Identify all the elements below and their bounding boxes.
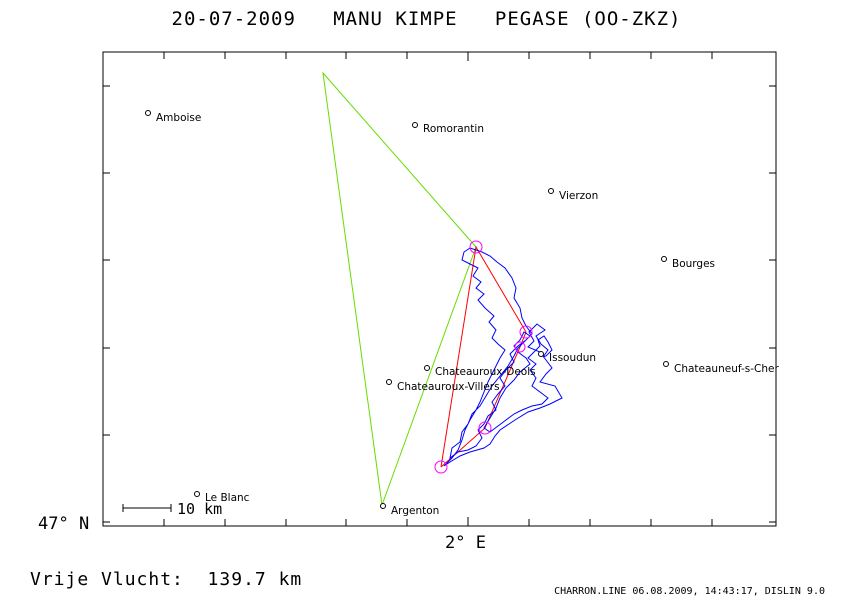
place-marker-vierzon <box>548 188 554 194</box>
turnpoints <box>434 240 533 474</box>
place-marker-chateauneuf <box>663 361 669 367</box>
scale-bar-label: 10 km <box>177 500 222 518</box>
place-marker-chateauroux-villers <box>386 379 392 385</box>
place-label-chateauroux-villers: Chateauroux-Villers <box>397 381 500 393</box>
place-marker-amboise <box>145 110 151 116</box>
place-label-argenton: Argenton <box>391 505 439 517</box>
place-label-chateauneuf: Chateauneuf-s-Cher <box>674 363 779 375</box>
place-marker-chateauroux-deols <box>424 365 430 371</box>
place-label-issoudun: Issoudun <box>549 352 596 364</box>
place-label-amboise: Amboise <box>156 112 201 124</box>
turnpoint-marker <box>519 325 533 339</box>
place-label-bourges: Bourges <box>672 258 715 270</box>
turnpoint-marker <box>434 460 448 474</box>
longitude-label: 2° E <box>445 533 486 553</box>
generator-credit: CHARRON.LINE 06.08.2009, 14:43:17, DISLI… <box>554 586 825 597</box>
turnpoint-marker <box>469 240 483 254</box>
scale-bar <box>122 504 172 512</box>
place-marker-argenton <box>380 503 386 509</box>
map-frame <box>102 51 777 527</box>
place-marker-issoudun <box>538 351 544 357</box>
place-label-romorantin: Romorantin <box>423 123 484 135</box>
place-marker-le-blanc <box>194 491 200 497</box>
place-label-chateauroux-deols: Chateauroux-Deols <box>435 366 536 378</box>
task-route <box>440 245 527 468</box>
map-title: 20-07-2009 MANU KIMPE PEGASE (OO-ZKZ) <box>171 8 682 30</box>
turnpoint-marker <box>478 421 492 435</box>
place-marker-bourges <box>661 256 667 262</box>
place-markers <box>145 110 669 509</box>
place-marker-romorantin <box>412 122 418 128</box>
free-flight-distance: Vrije Vlucht: 139.7 km <box>30 569 303 590</box>
turnpoint-marker <box>514 341 526 353</box>
flight-track <box>443 247 563 467</box>
axis-ticks <box>103 52 776 526</box>
place-label-le-blanc: Le Blanc <box>205 492 250 504</box>
place-label-vierzon: Vierzon <box>559 190 598 202</box>
latitude-label: 47° N <box>38 514 90 534</box>
declared-triangle <box>322 71 477 506</box>
